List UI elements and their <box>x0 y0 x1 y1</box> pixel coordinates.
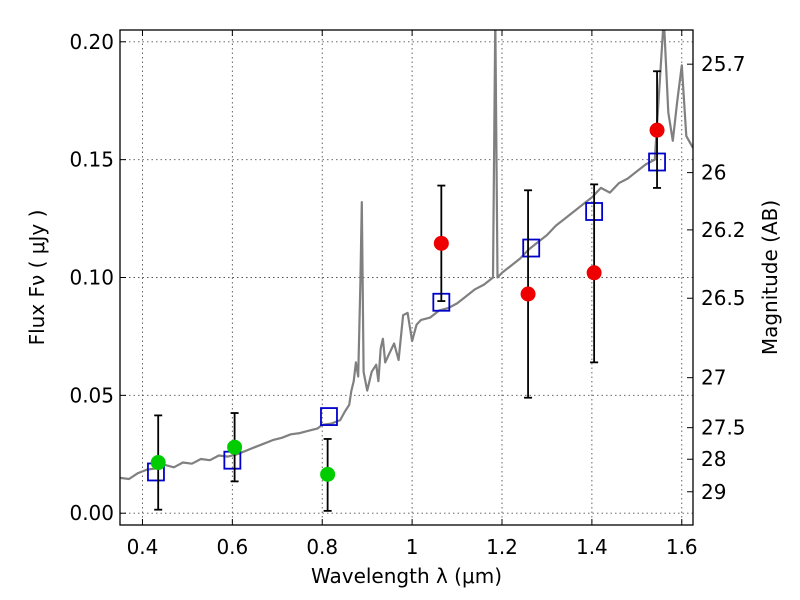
tick-layer: 0.4 0.6 0.8 1 1.2 1.4 1.6 0.00 0.05 0.10 0.15 0.20 2… <box>69 30 745 559</box>
y2-axis-label: Magnitude (AB) <box>758 200 782 355</box>
series-layer <box>120 30 693 512</box>
grid-layer <box>120 30 693 525</box>
x-tick-label: 1.4 <box>576 535 608 559</box>
y-tick-label: 0.00 <box>69 501 114 525</box>
x-tick-label: 1.2 <box>486 535 518 559</box>
mag-tick-label: 26.2 <box>701 218 746 242</box>
y-tick-label: 0.10 <box>69 266 114 290</box>
observed-photometry-point <box>227 439 243 455</box>
observed-photometry-point <box>520 286 536 302</box>
x-tick-label: 1.6 <box>666 535 698 559</box>
model-spectrum-line <box>120 30 693 481</box>
mag-tick-label: 26.5 <box>701 286 746 310</box>
y-axis-label: Flux Fν ( μJy ) <box>25 210 49 346</box>
mag-tick-label: 27 <box>701 366 726 390</box>
model-photometry-square <box>320 407 338 426</box>
x-tick-label: 0.8 <box>306 535 338 559</box>
y-tick-label: 0.15 <box>69 148 114 172</box>
mag-tick-label: 28 <box>701 447 726 471</box>
observed-photometry-point <box>150 455 166 471</box>
model-photometry-square <box>522 238 541 258</box>
x-tick-label: 1 <box>406 535 419 559</box>
y-tick-label: 0.20 <box>69 30 114 54</box>
x-tick-label: 0.6 <box>216 535 248 559</box>
x-tick-label: 0.4 <box>127 535 159 559</box>
observed-photometry-point <box>649 122 665 138</box>
observed-photometry-point <box>320 466 336 482</box>
observed-photometry-point <box>433 235 449 251</box>
mag-tick-label: 29 <box>701 480 726 504</box>
mag-tick-label: 26 <box>701 161 726 185</box>
x-axis-label: Wavelength λ (μm) <box>311 564 502 588</box>
mag-tick-label: 25.7 <box>701 52 746 76</box>
mag-tick-label: 27.5 <box>701 416 746 440</box>
y-tick-label: 0.05 <box>69 383 114 407</box>
observed-photometry-point <box>586 265 602 281</box>
